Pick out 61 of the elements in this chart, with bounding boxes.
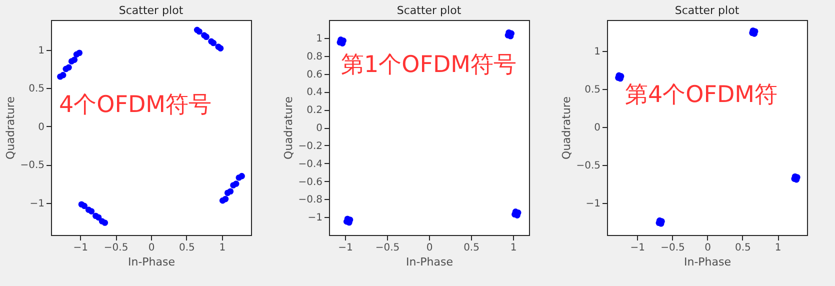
x-tick-label: −0.5: [660, 242, 685, 254]
y-tick-label: 0.8: [306, 51, 322, 62]
y-tick-label: −0.8: [298, 194, 322, 206]
y-tick-label: 0.6: [306, 69, 322, 80]
annotation: 4个OFDM符号: [59, 92, 212, 118]
chart-title: Scatter plot: [118, 4, 184, 17]
chart-title: Scatter plot: [674, 4, 740, 17]
x-tick-label: 1: [510, 242, 517, 254]
y-axis-title: Quadrature: [560, 96, 574, 160]
y-tick-label: −0.4: [298, 158, 322, 170]
y-tick-label: 0: [594, 122, 600, 134]
point: [222, 196, 229, 202]
x-tick-label: −1: [630, 242, 646, 254]
x-tick-label: 0: [704, 242, 712, 254]
x-tick-label: −0.5: [375, 242, 400, 254]
point: [71, 56, 78, 63]
x-tick-label: 0.5: [734, 242, 751, 254]
point: [66, 64, 72, 71]
annotation: 第4个OFDM符: [625, 82, 778, 108]
x-axis-title: In-Phase: [684, 256, 732, 268]
x-tick-label: 0: [148, 242, 155, 254]
point: [210, 40, 217, 46]
point: [232, 180, 240, 187]
point: [60, 72, 66, 78]
x-tick-label: 0: [426, 242, 433, 254]
y-axis-title: Quadrature: [4, 96, 18, 160]
y-tick-label: 0: [38, 122, 44, 133]
point: [102, 220, 108, 226]
y-tick-label: 0.2: [306, 105, 322, 116]
y-tick-label: 0.5: [28, 84, 44, 95]
y-tick-label: −0.5: [20, 160, 44, 172]
x-tick-label: −1: [338, 242, 353, 254]
y-tick-label: −1: [308, 212, 322, 224]
x-tick-label: −1: [73, 242, 88, 254]
x-axis-title: In-Phase: [406, 256, 454, 268]
point: [227, 188, 234, 195]
y-tick-label: −0.5: [576, 160, 600, 172]
y-tick-label: −1: [586, 198, 600, 210]
annotation: 第1个OFDM符号: [341, 52, 517, 78]
y-tick-label: −0.6: [298, 176, 322, 188]
x-tick-label: −0.5: [104, 242, 128, 254]
y-tick-label: 1: [38, 45, 44, 56]
x-tick-label: 0.5: [179, 242, 195, 254]
point: [76, 50, 83, 56]
y-tick-label: 0.4: [306, 87, 322, 98]
chart-title: Scatter plot: [396, 4, 462, 17]
x-axis-title: In-Phase: [128, 256, 176, 268]
point: [88, 208, 95, 214]
x-tick-label: 0.5: [464, 242, 480, 254]
point: [238, 172, 245, 180]
y-tick-label: 0.5: [584, 84, 600, 96]
point: [196, 28, 202, 35]
y-tick-label: 0: [316, 123, 322, 134]
y-tick-label: −1: [30, 198, 44, 210]
y-tick-label: 1: [594, 46, 600, 58]
y-axis-title: Quadrature: [282, 96, 296, 160]
y-tick-label: 1: [316, 33, 322, 44]
y-tick-label: −0.2: [298, 140, 322, 152]
x-tick-label: 1: [219, 242, 226, 254]
point: [81, 202, 88, 210]
x-tick-label: 1: [774, 242, 782, 254]
